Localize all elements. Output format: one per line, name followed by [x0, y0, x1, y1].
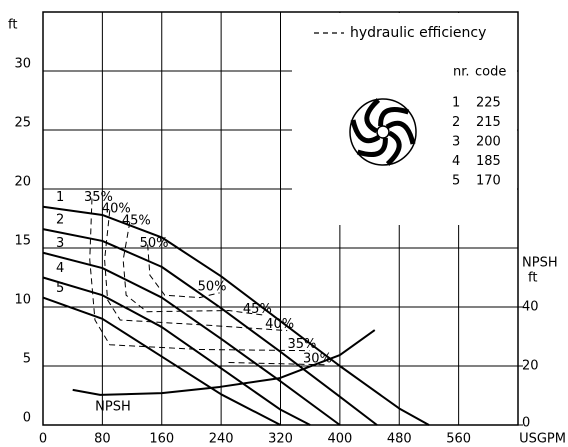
- head-curve: [43, 278, 310, 426]
- x-tick-label: 560: [446, 432, 471, 447]
- y-tick-label: 10: [14, 293, 31, 308]
- page: {"chart_data": { "type": "line", "y_labe…: [0, 0, 568, 447]
- efficiency-label: 50%: [198, 279, 227, 294]
- table-header: nr.: [453, 65, 470, 80]
- head-curve: [43, 207, 429, 425]
- table-cell: 5: [452, 174, 460, 189]
- series-label: 2: [56, 213, 64, 228]
- x-axis-label: USGPM: [519, 432, 566, 447]
- table-header: code: [475, 65, 506, 80]
- series-label: 5: [56, 281, 64, 296]
- efficiency-label: 50%: [140, 236, 169, 251]
- chart: ft USGPM NPSH ft hydraulic efficiency nr…: [0, 0, 568, 447]
- x-tick-label: 240: [209, 432, 234, 447]
- table-cell: 170: [476, 174, 501, 189]
- table-cell: 1: [452, 96, 460, 111]
- efficiency-label: 45%: [243, 302, 272, 317]
- x-tick-label: 320: [268, 432, 293, 447]
- table-cell: 225: [476, 96, 501, 111]
- y2-tick-label: 40: [522, 300, 539, 315]
- x-tick-label: 480: [387, 432, 412, 447]
- x-tick-label: 80: [94, 432, 111, 447]
- y-tick-label: 0: [23, 411, 31, 426]
- table-cell: 185: [476, 154, 501, 169]
- series-label: 1: [56, 190, 64, 205]
- x-tick-label: 400: [327, 432, 352, 447]
- head-curve: [43, 229, 377, 425]
- efficiency-label: 30%: [303, 351, 332, 366]
- x-tick-label: 0: [39, 432, 47, 447]
- y-tick-label: 25: [14, 116, 31, 131]
- efficiency-label: 35%: [287, 337, 316, 352]
- series-label: 4: [56, 261, 64, 276]
- table-cell: 3: [452, 135, 460, 150]
- x-tick-label: 160: [149, 432, 174, 447]
- y2-axis-label: NPSH: [522, 256, 558, 271]
- table-cell: 200: [476, 135, 501, 150]
- y-tick-label: 20: [14, 175, 31, 190]
- y2-tick-label: 0: [522, 416, 530, 431]
- table-cell: 4: [452, 154, 460, 169]
- efficiency-label: 40%: [265, 317, 294, 332]
- y-tick-label: 5: [23, 352, 31, 367]
- y-tick-label: 30: [14, 57, 31, 72]
- table-cell: 2: [452, 115, 460, 130]
- y-tick-label: 15: [14, 234, 31, 249]
- y2-tick-label: 20: [522, 359, 539, 374]
- y2-axis-label: ft: [528, 271, 537, 286]
- series-label: 3: [56, 236, 64, 251]
- y-axis-label: ft: [8, 18, 17, 33]
- table-cell: 215: [476, 115, 501, 130]
- efficiency-legend-label: hydraulic efficiency: [350, 25, 486, 41]
- efficiency-label: 45%: [122, 214, 151, 229]
- series-label: NPSH: [95, 399, 131, 414]
